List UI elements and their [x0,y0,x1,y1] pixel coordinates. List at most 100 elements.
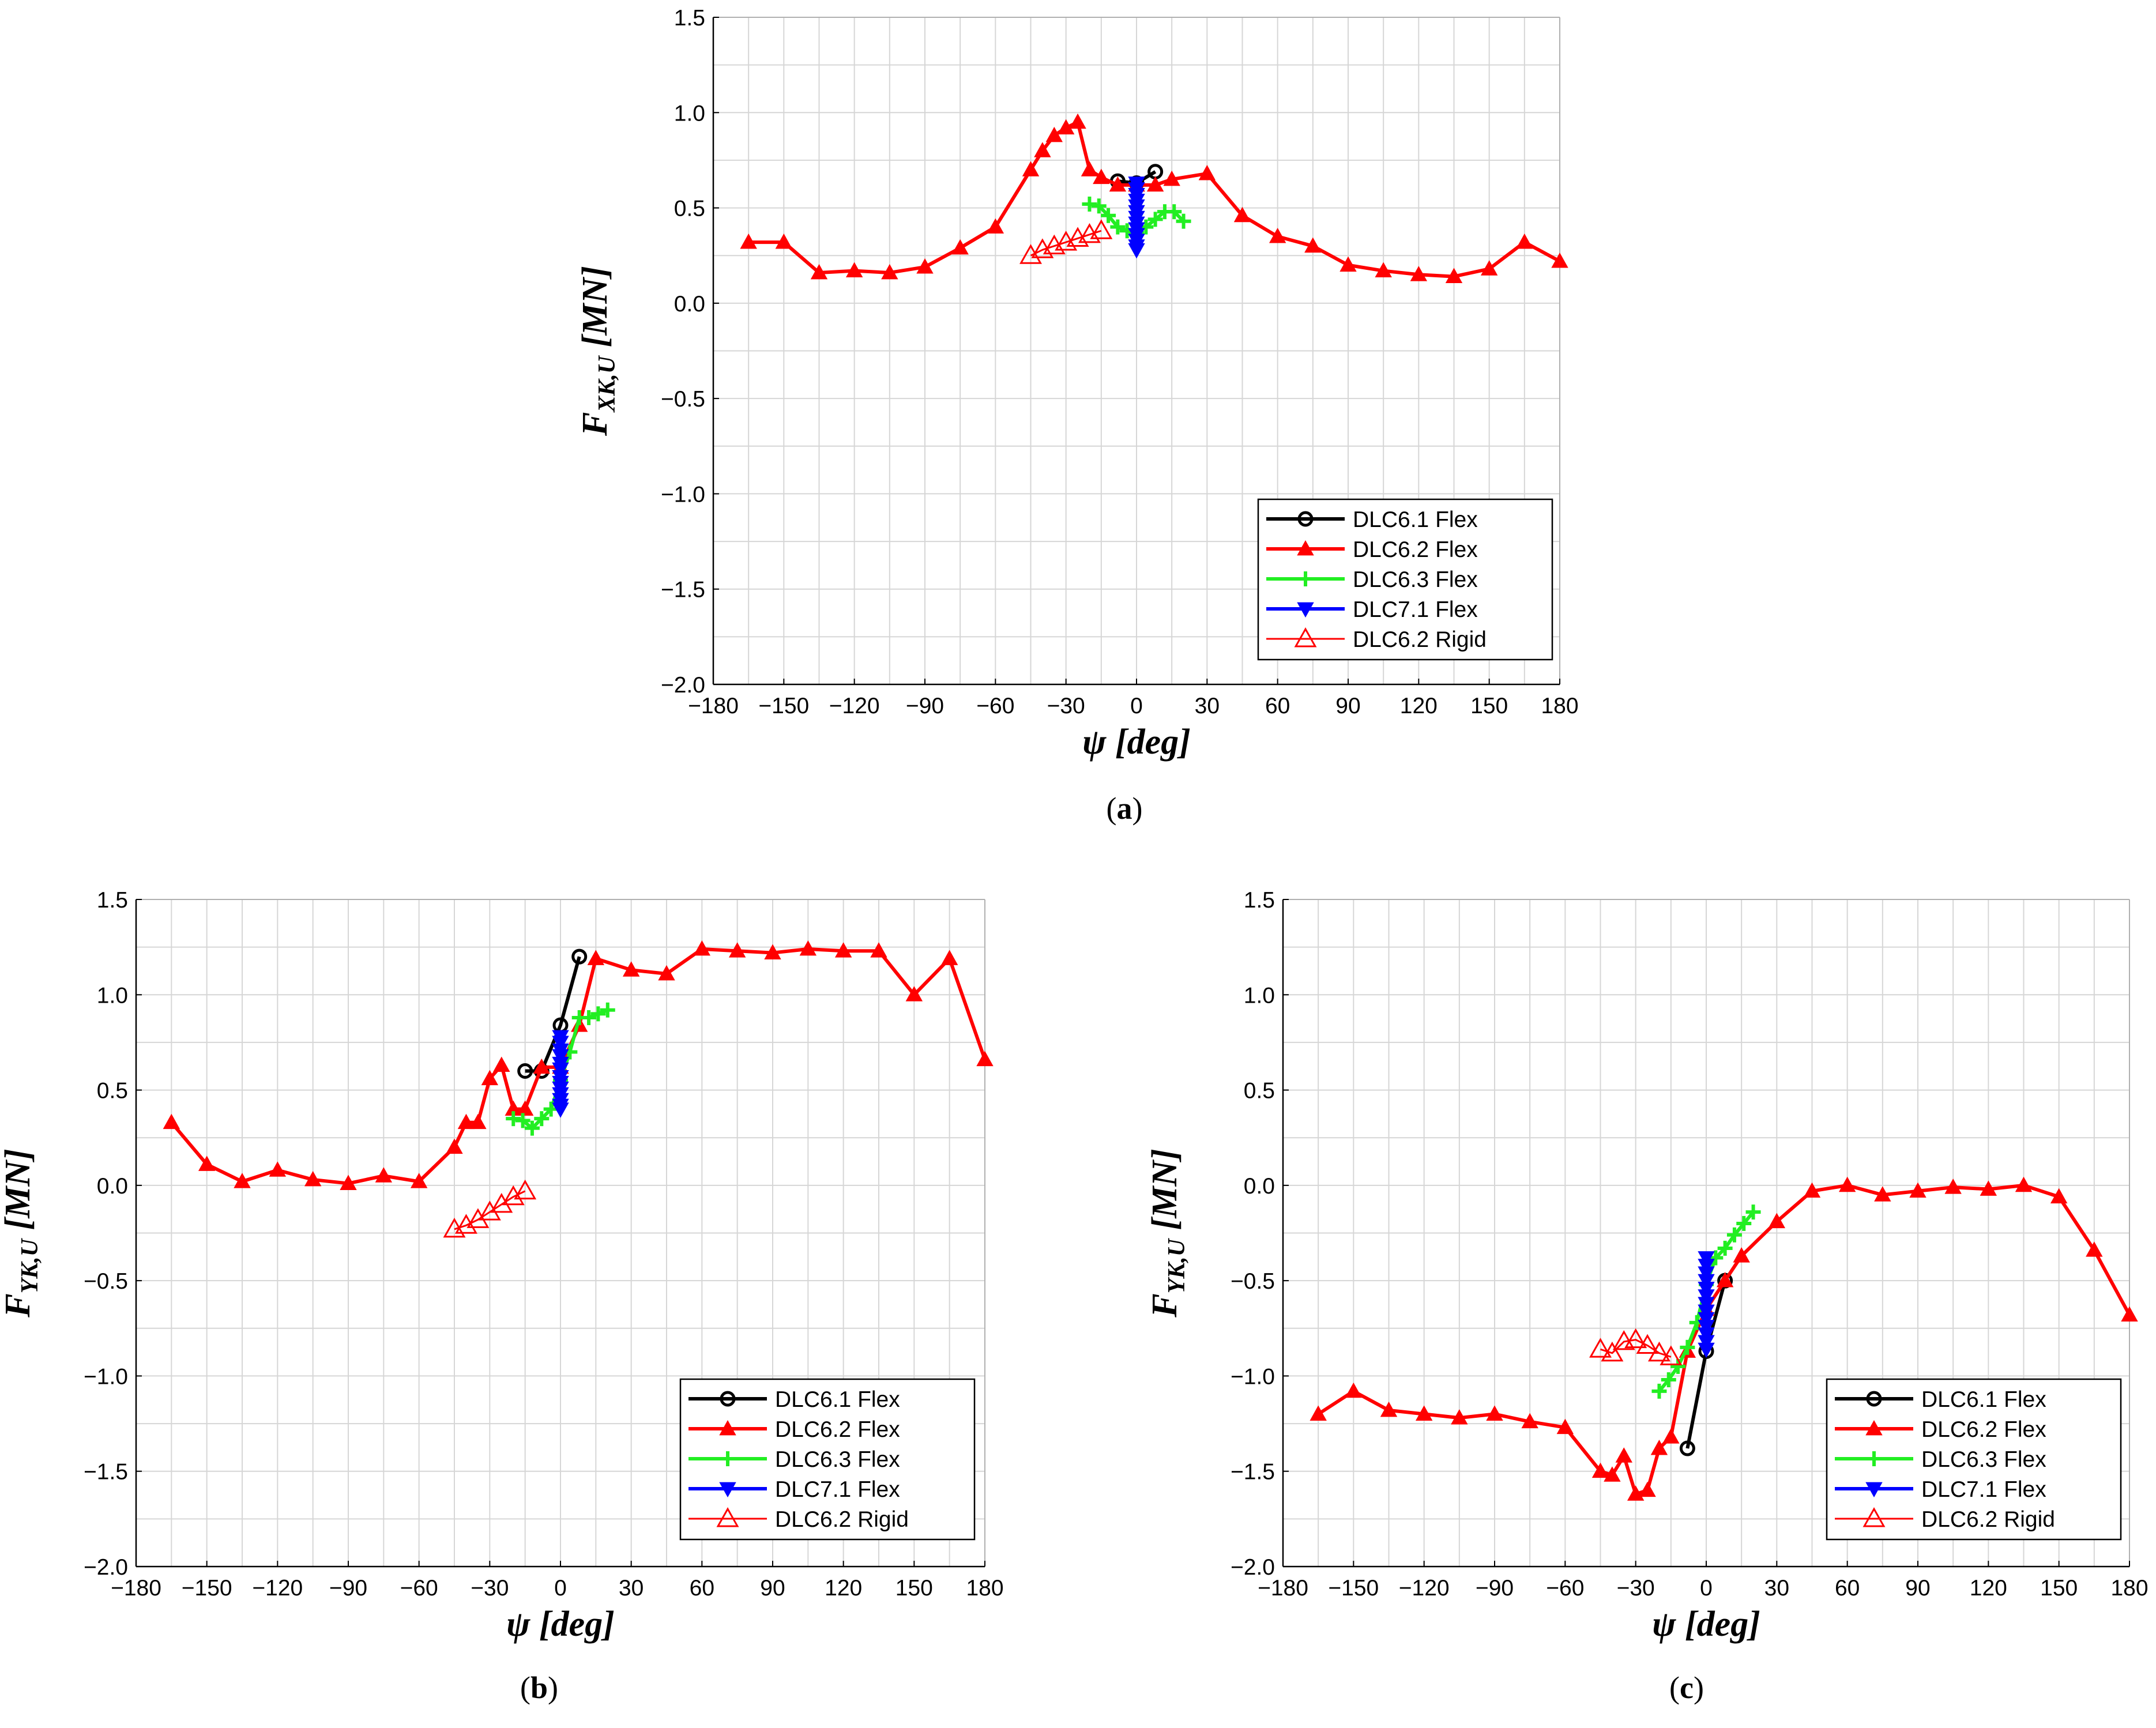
chart-panel-3: −180 −150 −120 −90 −60 −30 0 30 60 90 120 150 180 −2.… [1145,888,2149,1705]
data-point [552,1036,569,1051]
data-point [1624,1328,1647,1349]
data-point [1717,1240,1733,1256]
y-axis-label: FXK,U [MN] [575,266,620,436]
data-point [1698,1342,1715,1358]
x-tick-label: 120 [1970,1576,2007,1601]
data-point [1604,1466,1621,1482]
x-tick-label: 30 [1195,694,1220,718]
data-point [163,1113,180,1130]
data-point [1551,253,1568,268]
x-tick-label: −180 [111,1576,161,1601]
data-point [1310,1405,1327,1421]
data-point [552,1062,569,1078]
legend-label: DLC6.2 Rigid [1921,1507,2055,1532]
legend-marker [1865,1482,1883,1498]
data-point [1660,1345,1683,1365]
data-point [1147,212,1163,227]
chart-panel-2: −180 −150 −120 −90 −60 −30 0 30 60 90 120 150 180 −2.… [0,888,1004,1705]
data-point [1698,1320,1715,1335]
data-point [1176,213,1191,229]
x-tick-label: 60 [690,1576,714,1601]
legend-marker [1865,1420,1883,1436]
data-point [845,262,863,278]
legend-marker [1294,627,1317,647]
data-point [1109,176,1127,192]
data-point [269,1161,287,1177]
series-dlc7.1-flex [1698,1251,1715,1358]
data-point [1304,237,1322,253]
x-axis-label: ψ [deg] [1652,1605,1760,1644]
data-point [1093,168,1110,185]
data-point [2015,1176,2033,1192]
data-point [1698,1274,1715,1290]
data-point [1269,228,1286,243]
data-point [764,944,781,959]
data-point [1589,1338,1612,1358]
x-tick-label: −150 [758,694,809,718]
legend-label: DLC7.1 Flex [1921,1477,2046,1502]
data-point [1698,1251,1715,1267]
x-tick-label: −180 [688,694,739,718]
data-point [1670,1358,1686,1374]
legend-label: DLC7.1 Flex [1353,597,1478,622]
data-point [481,1070,499,1086]
x-tick-label: −120 [1399,1576,1450,1601]
x-tick-label: 150 [2040,1576,2078,1601]
data-point [490,1192,513,1213]
data-point [1874,1186,1891,1202]
data-point [916,258,934,274]
x-tick-label: −60 [1546,1576,1584,1601]
data-point [1698,1281,1715,1297]
data-point [304,1170,322,1187]
data-point [1636,1334,1659,1354]
x-axis-label: ψ [deg] [506,1605,615,1644]
data-point [1146,176,1164,192]
data-point [693,940,711,956]
data-point [469,1113,487,1130]
x-tick-label: 90 [1905,1576,1930,1601]
series-dlc6.2-rigid [1019,219,1113,264]
series-dlc6.2-flex [1310,1176,2138,1501]
x-tick-label: −120 [829,694,880,718]
y-tick-label: −1.5 [84,1460,128,1485]
data-point [524,1120,540,1136]
data-point [1716,1272,1734,1287]
data-point [457,1113,475,1130]
y-tick-label: 0.0 [1244,1174,1275,1199]
data-point [446,1138,463,1154]
data-point [2050,1188,2068,1204]
legend-label: DLC6.2 Flex [1353,537,1478,562]
data-point [340,1174,357,1190]
legend-marker [1867,1451,1882,1466]
x-tick-label: −90 [1476,1576,1514,1601]
data-point [515,1113,530,1128]
data-point [590,1006,606,1022]
data-point [1615,1447,1632,1463]
x-tick-label: 60 [1265,694,1290,718]
data-point [658,965,675,981]
data-point [951,239,969,255]
data-point [799,940,817,956]
x-tick-label: −60 [976,694,1014,718]
series-line [1600,1339,1672,1358]
data-point [1339,256,1357,272]
legend-marker [1298,571,1313,586]
legend-marker [1862,1507,1886,1527]
data-point [1733,1247,1750,1263]
data-point [1101,208,1116,223]
data-point [1380,1401,1398,1417]
y-tick-label: −2.0 [1231,1555,1275,1580]
legend-marker [1297,511,1314,527]
data-point [1410,266,1428,281]
series-dlc6.2-flex [163,940,994,1190]
data-point [1768,1213,1786,1229]
data-point [493,1056,510,1072]
y-tick-label: −0.5 [1231,1269,1275,1294]
data-point [571,948,588,965]
y-tick-label: −1.0 [661,482,705,507]
data-point [1521,1413,1538,1429]
x-tick-label: −120 [252,1576,303,1601]
data-point [1698,1259,1715,1274]
